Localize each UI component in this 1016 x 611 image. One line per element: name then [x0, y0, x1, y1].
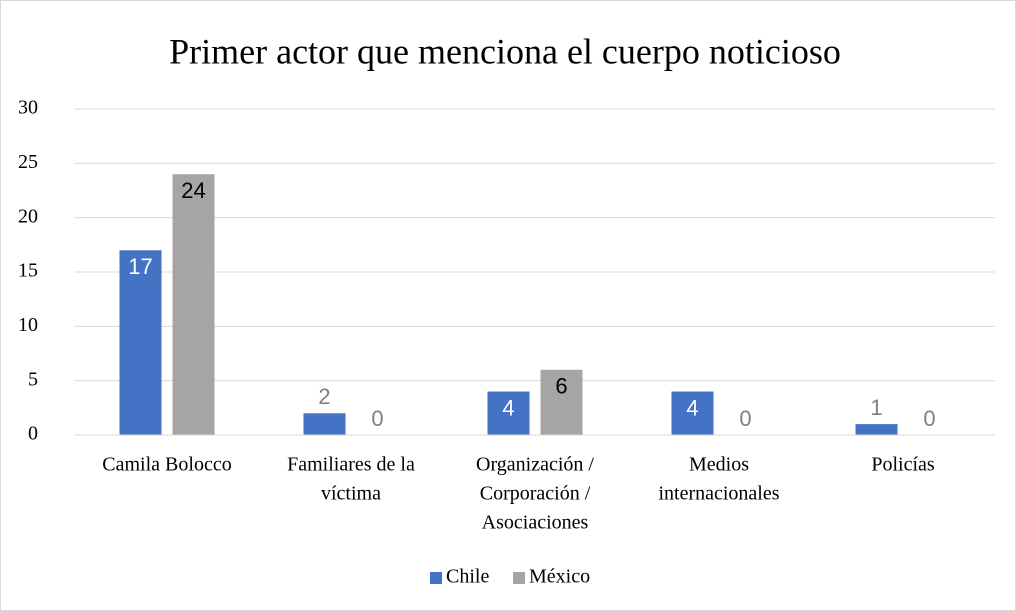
bar — [119, 250, 162, 435]
y-tick-label: 10 — [18, 314, 38, 336]
x-tick-label: Organización / — [476, 454, 594, 476]
bar — [487, 391, 530, 435]
data-label: 6 — [555, 374, 567, 399]
data-label: 4 — [686, 395, 698, 420]
data-label: 2 — [318, 384, 330, 409]
y-tick-label: 25 — [18, 151, 38, 173]
x-tick-label: internacionales — [658, 483, 779, 505]
bar — [855, 424, 898, 435]
data-label: 0 — [923, 406, 935, 431]
legend-swatch — [430, 572, 442, 584]
x-tick-label: Policías — [871, 454, 935, 476]
x-tick-label: Medios — [689, 454, 749, 476]
data-label: 4 — [502, 395, 514, 420]
bar — [540, 369, 583, 435]
x-tick-label: Camila Bolocco — [102, 454, 231, 476]
x-tick-label: Asociaciones — [482, 512, 589, 534]
bar — [671, 391, 714, 435]
y-tick-label: 0 — [28, 423, 38, 445]
legend-label: Chile — [446, 566, 489, 588]
legend-swatch — [513, 572, 525, 584]
chart-title: Primer actor que menciona el cuerpo noti… — [169, 31, 841, 71]
y-tick-label: 15 — [18, 260, 38, 282]
data-label: 24 — [181, 178, 205, 203]
x-tick-label: víctima — [321, 483, 381, 505]
data-label: 0 — [739, 406, 751, 431]
y-tick-label: 5 — [28, 368, 38, 390]
data-label: 1 — [870, 395, 882, 420]
x-tick-label: Familiares de la — [287, 454, 415, 476]
bar — [303, 413, 346, 435]
x-tick-label: Corporación / — [480, 483, 591, 505]
data-label: 0 — [371, 406, 383, 431]
legend-label: México — [529, 566, 590, 588]
y-tick-label: 20 — [18, 205, 38, 227]
data-label: 17 — [128, 254, 152, 279]
bar — [172, 174, 215, 435]
y-tick-label: 30 — [18, 97, 38, 119]
